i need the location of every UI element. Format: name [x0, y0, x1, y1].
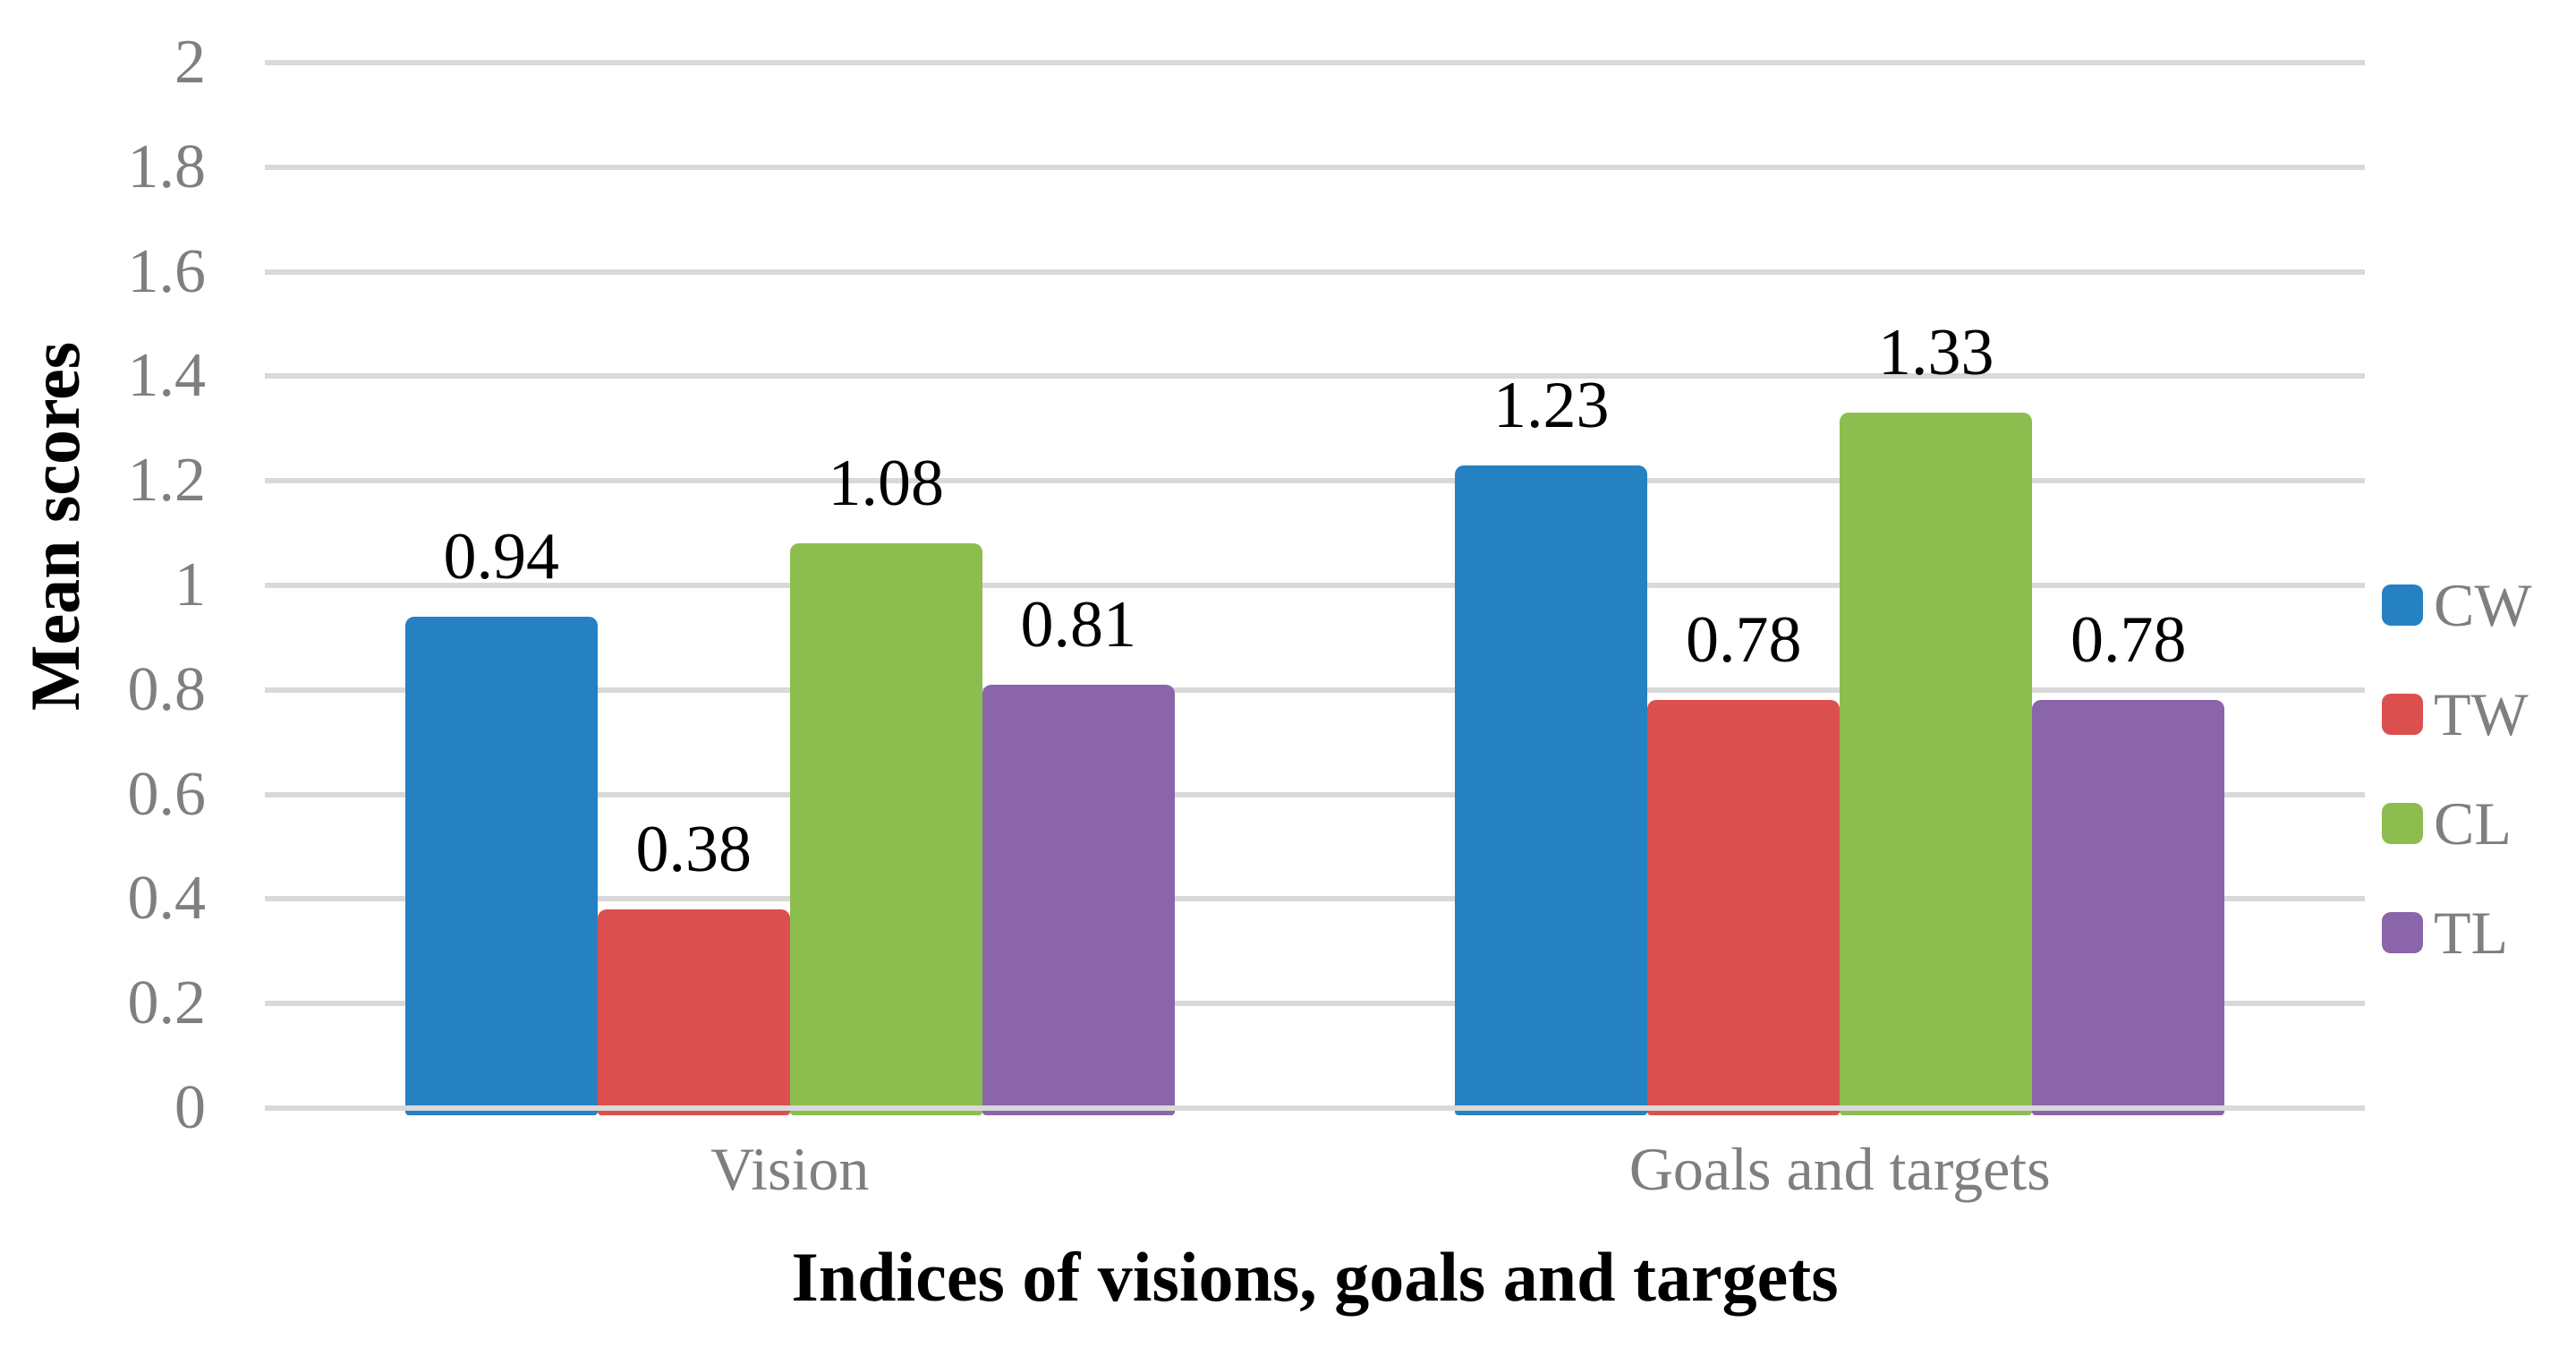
y-tick-label: 1.8 [127, 132, 207, 201]
tw-bar [1647, 700, 1841, 1115]
cw-bar [1455, 465, 1648, 1115]
gridline [265, 269, 2365, 275]
y-tick-label: 1.6 [127, 236, 207, 306]
category-label: Goals and targets [1628, 1135, 2051, 1203]
gridline [265, 60, 2365, 65]
category-labels: Vision Goals and targets [265, 1133, 2365, 1216]
legend-series-label: TL [2434, 899, 2509, 967]
legend-swatch [2382, 803, 2423, 844]
y-tick-label: 1.2 [127, 446, 207, 516]
gridline [265, 1001, 2365, 1007]
legend-item-cl: CL [2382, 769, 2532, 878]
legend-series-label: CL [2434, 789, 2512, 857]
y-tick-label: 1.4 [127, 341, 207, 411]
data-label: 1.33 [1878, 316, 1994, 390]
y-tick-label: 1 [174, 550, 206, 619]
tl-bar [2032, 700, 2225, 1115]
y-tick-labels: 0 0.2 0.4 0.6 0.8 1 1.2 1.4 1.6 1.8 2 [0, 31, 207, 1139]
data-label: 0.94 [443, 520, 560, 594]
gridline [265, 791, 2365, 798]
gridline [265, 687, 2365, 693]
legend: CW TW CL TL [2382, 550, 2532, 987]
category-label: Vision [710, 1135, 870, 1203]
y-tick-label: 0.2 [127, 968, 207, 1038]
gridline [265, 478, 2365, 484]
cl-bar [789, 543, 982, 1115]
y-tick-label: 2 [174, 28, 206, 97]
cw-bar [404, 617, 598, 1115]
legend-swatch [2382, 584, 2423, 626]
gridline [265, 583, 2365, 588]
tw-bar [597, 909, 790, 1115]
legend-item-tl: TL [2382, 878, 2532, 987]
plot-area: 0.94 0.38 1.08 0.81 1.23 0.78 1.33 0.78 [265, 60, 2365, 1115]
gridline [265, 373, 2365, 380]
data-label: 1.08 [828, 447, 945, 521]
gridline [265, 896, 2365, 902]
gridline [265, 164, 2365, 170]
legend-swatch [2382, 912, 2423, 953]
data-label: 0.38 [635, 813, 752, 887]
gridline [265, 1105, 2365, 1111]
legend-series-label: CW [2434, 571, 2532, 639]
data-label: 0.78 [1686, 603, 1802, 678]
legend-swatch [2382, 694, 2423, 735]
data-label: 1.23 [1493, 368, 1610, 442]
cl-bar [1840, 413, 2033, 1115]
y-tick-label: 0.8 [127, 654, 207, 724]
legend-item-cw: CW [2382, 550, 2532, 660]
y-tick-label: 0 [174, 1073, 206, 1142]
y-tick-label: 0.4 [127, 864, 207, 934]
tl-bar [982, 684, 1175, 1115]
y-tick-label: 0.6 [127, 759, 207, 829]
legend-series-label: TW [2434, 680, 2529, 748]
legend-item-tw: TW [2382, 660, 2532, 769]
x-axis-title: Indices of visions, goals and targets [791, 1238, 1839, 1316]
data-label: 0.78 [2070, 603, 2187, 678]
data-label: 0.81 [1020, 587, 1137, 661]
